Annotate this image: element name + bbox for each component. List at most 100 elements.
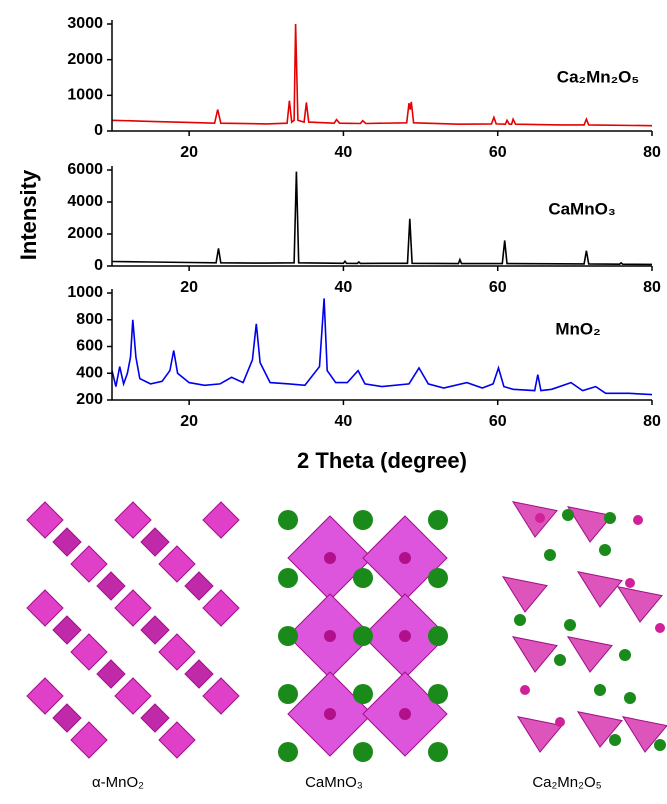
octahedron (185, 660, 213, 688)
y-tick-label: 200 (76, 391, 103, 408)
tetrahedron (513, 502, 557, 537)
y-tick-label: 3000 (67, 15, 103, 32)
structure-label: CaMnO₃ (305, 774, 363, 791)
atom (278, 568, 298, 588)
octahedron (203, 678, 239, 714)
atom (353, 684, 373, 704)
octahedron (141, 704, 169, 732)
y-tick-label: 6000 (67, 161, 103, 178)
octahedron (53, 616, 81, 644)
y-tick-label: 400 (76, 364, 103, 381)
atom (278, 510, 298, 530)
tetrahedron (568, 507, 612, 542)
octahedron (159, 634, 195, 670)
y-tick-label: 0 (94, 257, 103, 274)
x-tick-label: 40 (335, 279, 353, 296)
x-tick-label: 20 (180, 413, 198, 430)
atom (399, 630, 411, 642)
x-tick-label: 80 (643, 279, 661, 296)
atom (624, 692, 636, 704)
atom (633, 515, 643, 525)
octahedron (141, 616, 169, 644)
series-label: CaMnO₃ (548, 199, 615, 218)
atom (399, 708, 411, 720)
atom (594, 684, 606, 696)
x-tick-label: 20 (180, 144, 198, 161)
atom (428, 626, 448, 646)
octahedron (27, 590, 63, 626)
atom (655, 623, 665, 633)
octahedron (203, 590, 239, 626)
atom (278, 626, 298, 646)
x-tick-label: 20 (180, 279, 198, 296)
tetrahedron (503, 577, 547, 612)
series-label: Ca₂Mn₂O₅ (557, 67, 639, 86)
atom (514, 614, 526, 626)
octahedron (27, 502, 63, 538)
y-tick-label: 0 (94, 122, 103, 139)
atom (353, 568, 373, 588)
octahedron (141, 528, 169, 556)
structure-label: α-MnO₂ (92, 774, 144, 791)
atom (324, 630, 336, 642)
structure-label: Ca₂Mn₂O₅ (532, 774, 601, 791)
octahedron (185, 572, 213, 600)
atom (535, 513, 545, 523)
atom (654, 739, 666, 751)
octahedron (159, 722, 195, 758)
octahedron (27, 678, 63, 714)
octahedron (97, 660, 125, 688)
octahedron (71, 546, 107, 582)
x-tick-label: 40 (335, 413, 353, 430)
octahedron (71, 634, 107, 670)
atom (544, 549, 556, 561)
x-tick-label: 60 (489, 413, 507, 430)
atom (625, 578, 635, 588)
atom (324, 552, 336, 564)
octahedron (115, 678, 151, 714)
atom (278, 742, 298, 762)
series-label: MnO₂ (555, 319, 600, 338)
atom (562, 509, 574, 521)
y-tick-label: 1000 (67, 87, 103, 104)
y-tick-label: 4000 (67, 193, 103, 210)
octahedron (115, 590, 151, 626)
tetrahedron (578, 572, 622, 607)
tetrahedron (568, 637, 612, 672)
atom (428, 568, 448, 588)
x-tick-label: 80 (643, 144, 661, 161)
atom (428, 742, 448, 762)
atom (399, 552, 411, 564)
atom (520, 685, 530, 695)
octahedron (71, 722, 107, 758)
y-tick-label: 800 (76, 311, 103, 328)
atom (353, 510, 373, 530)
x-tick-label: 60 (489, 144, 507, 161)
atom (353, 742, 373, 762)
y-tick-label: 600 (76, 338, 103, 355)
octahedron (203, 502, 239, 538)
figure: Ca₂Mn₂O₅ 0 1000 2000 3000 20 40 60 80 CaMnO₃ 0 2000… (0, 0, 667, 799)
x-tick-label: 60 (489, 279, 507, 296)
atom (278, 684, 298, 704)
atom (564, 619, 576, 631)
atom (428, 684, 448, 704)
x-axis-label: 2 Theta (degree) (297, 448, 467, 473)
data-line (112, 298, 652, 394)
tetrahedron (513, 637, 557, 672)
octahedron (53, 528, 81, 556)
x-tick-label: 40 (335, 144, 353, 161)
x-tick-label: 80 (643, 413, 661, 430)
atom (324, 708, 336, 720)
atom (609, 734, 621, 746)
y-tick-label: 2000 (67, 51, 103, 68)
tetrahedron (618, 587, 662, 622)
atom (604, 512, 616, 524)
atom (353, 626, 373, 646)
atom (599, 544, 611, 556)
y-tick-label: 2000 (67, 225, 103, 242)
crystal-structures (27, 502, 667, 762)
octahedron (115, 502, 151, 538)
y-axis-label: Intensity (16, 169, 41, 260)
y-tick-label: 1000 (67, 284, 103, 301)
